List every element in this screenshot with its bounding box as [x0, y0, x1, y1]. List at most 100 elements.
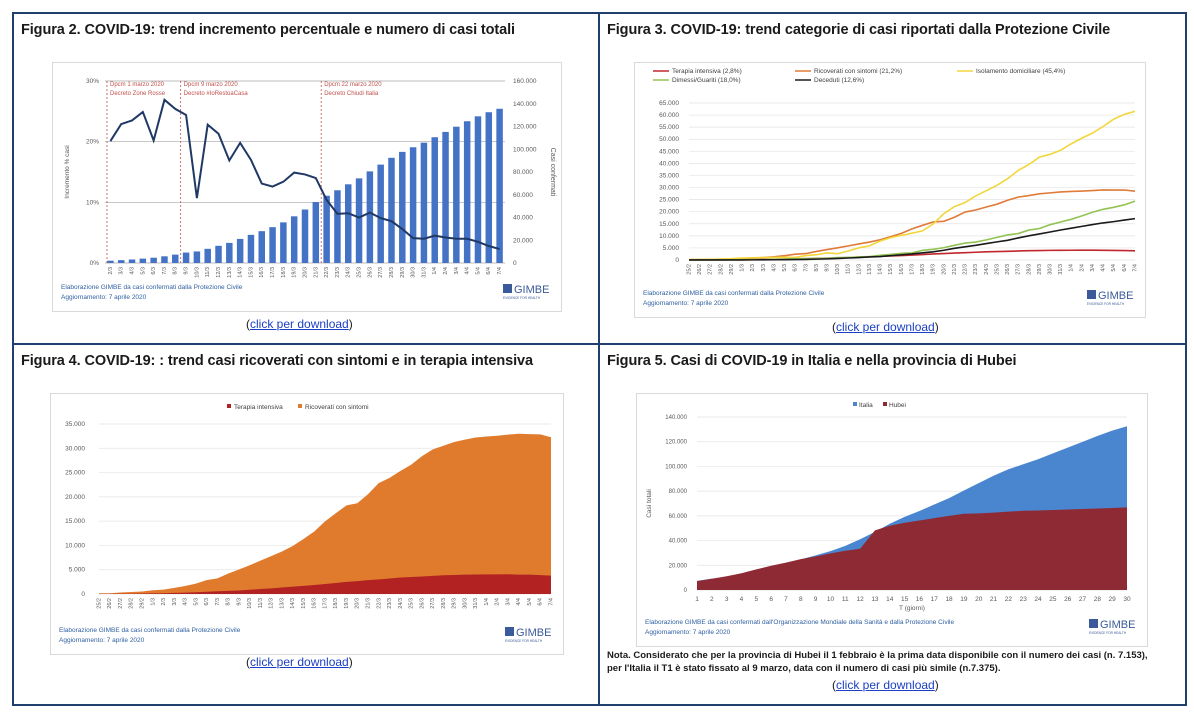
annotation-label: Dpcm 1 marzo 2020 [110, 82, 165, 88]
x-tick-label: 23/3 [335, 267, 341, 278]
x-tick-label: 26/2 [107, 598, 113, 609]
bar [312, 202, 320, 263]
line-series [688, 200, 1136, 261]
bar [128, 259, 136, 263]
x-tick-label: 23/3 [973, 264, 979, 275]
bar [107, 260, 114, 263]
x-tick-label: 7/4 [1132, 264, 1138, 272]
x-tick-label: 27/3 [378, 267, 384, 278]
figure-5-download-link[interactable]: click per download [836, 678, 935, 692]
y2-tick-label: 160.000 [513, 78, 537, 85]
x-tick-label: 14 [886, 596, 894, 603]
x-tick-label: 16/3 [312, 598, 318, 609]
gimbe-logo-icon [1089, 619, 1098, 628]
x-tick-label: 2/4 [443, 267, 449, 275]
y2-tick-label: 120.000 [513, 124, 537, 131]
x-tick-label: 4/4 [516, 598, 522, 606]
x-tick-label: 1/4 [484, 598, 490, 606]
source-text: Elaborazione GIMBE da casi confermati da… [59, 627, 241, 634]
figure-2-download-link[interactable]: click per download [250, 317, 349, 331]
x-tick-label: 25/3 [994, 264, 1000, 275]
figure-3-chart: Terapia intensiva (2,8%) Ricoverati con s… [634, 62, 1146, 318]
legend-label: Italia [859, 402, 873, 409]
x-tick-label: 25/3 [357, 267, 363, 278]
x-tick-label: 6/3 [204, 598, 210, 606]
bar [182, 252, 190, 263]
gimbe-logo-icon [503, 284, 512, 293]
figure-5-note: Nota. Considerato che per la provincia d… [607, 649, 1148, 675]
x-tick-label: 22/3 [324, 267, 330, 278]
line-series [688, 110, 1136, 261]
x-tick-label: 27/3 [430, 598, 436, 609]
x-tick-label: 14/3 [238, 267, 244, 278]
figure-3-download-link[interactable]: click per download [836, 320, 935, 334]
figure-5-chart: Italia Hubei 0 20.000 40.000 60.000 80.000 100.… [636, 393, 1148, 647]
y-tick-label: 100.000 [665, 464, 687, 470]
gimbe-tagline: EVIDENCE FOR HEALTH [1087, 302, 1125, 306]
figure-2-svg: 0% 10% 20% 30% 0 20.000 40.000 60.000 80.000 100.… [61, 78, 556, 301]
bar [442, 131, 449, 263]
figure-2-download: (click per download) [246, 317, 353, 331]
y2-tick-label: 20.000 [513, 237, 533, 244]
bar [269, 227, 276, 263]
annotation-label: Decreto Zone Rosse [110, 91, 166, 97]
x-tick-label: 21/3 [313, 267, 319, 278]
x-tick-label: 9/3 [184, 267, 190, 275]
x-tick-label: 27/3 [1016, 264, 1022, 275]
bar [496, 108, 503, 263]
x-tick-label: 10/3 [247, 598, 253, 609]
y-tick-label: 140.000 [665, 415, 687, 421]
y-tick-label: 35.000 [65, 421, 85, 428]
x-tick-label: 6 [769, 596, 773, 603]
x-tick-label: 2/3 [750, 264, 756, 272]
y-tick-label: 40.000 [669, 539, 688, 545]
x-tick-label: 28/3 [389, 267, 395, 278]
line-series [688, 189, 1136, 261]
x-tick-label: 3/4 [505, 598, 511, 606]
x-tick-label: 27 [1079, 596, 1087, 603]
x-tick-label: 2/3 [161, 598, 167, 606]
x-tick-label: 28/2 [129, 598, 135, 609]
bar [399, 151, 406, 263]
annotation-label: Decreto Chiudi Italia [324, 91, 379, 97]
x-tick-label: 23 [1020, 596, 1028, 603]
x-tick-label: 29 [1109, 596, 1117, 603]
x-tick-label: 6/4 [1122, 264, 1128, 272]
x-tick-label: 30/3 [411, 267, 417, 278]
bar [290, 216, 298, 263]
x-axis-title: T (giorni) [899, 605, 925, 612]
x-tick-label: 10/3 [194, 267, 200, 278]
bar [204, 248, 211, 263]
bar [161, 256, 168, 263]
x-tick-label: 19 [960, 596, 968, 603]
y2-tick-label: 0 [513, 260, 517, 267]
figure-5-title: Figura 5. Casi di COVID-19 in Italia e n… [607, 353, 1017, 369]
x-tick-label: 10 [827, 596, 835, 603]
bar [301, 209, 309, 263]
bar [388, 157, 395, 263]
x-tick-label: 1/4 [1069, 264, 1075, 272]
figure-4-download-link[interactable]: click per download [250, 655, 349, 669]
bar [280, 222, 287, 263]
x-tick-label: 25/3 [409, 598, 415, 609]
legend-swatch [853, 402, 857, 406]
x-tick-label: 26/3 [419, 598, 425, 609]
x-tick-label: 21/3 [366, 598, 372, 609]
x-tick-label: 28/2 [718, 264, 724, 275]
bar [474, 116, 482, 263]
bar [377, 164, 384, 263]
line-series [688, 217, 1136, 261]
bar [247, 234, 255, 263]
gimbe-logo-text: GIMBE [1098, 290, 1133, 302]
x-tick-label: 26/3 [1005, 264, 1011, 275]
source-text: Elaborazione GIMBE da casi confermati da… [61, 284, 243, 291]
x-tick-label: 12/3 [269, 598, 275, 609]
x-tick-label: 4/3 [771, 264, 777, 272]
x-tick-label: 7/4 [548, 598, 554, 606]
y-axis-title: Casi totali [646, 489, 653, 518]
update-text: Aggiornamento: 7 aprile 2020 [59, 637, 145, 644]
gimbe-logo-text: GIMBE [1100, 619, 1135, 631]
x-tick-label: 25 [1049, 596, 1057, 603]
figure-4-download: (click per download) [246, 655, 353, 669]
x-tick-label: 18/3 [281, 267, 287, 278]
